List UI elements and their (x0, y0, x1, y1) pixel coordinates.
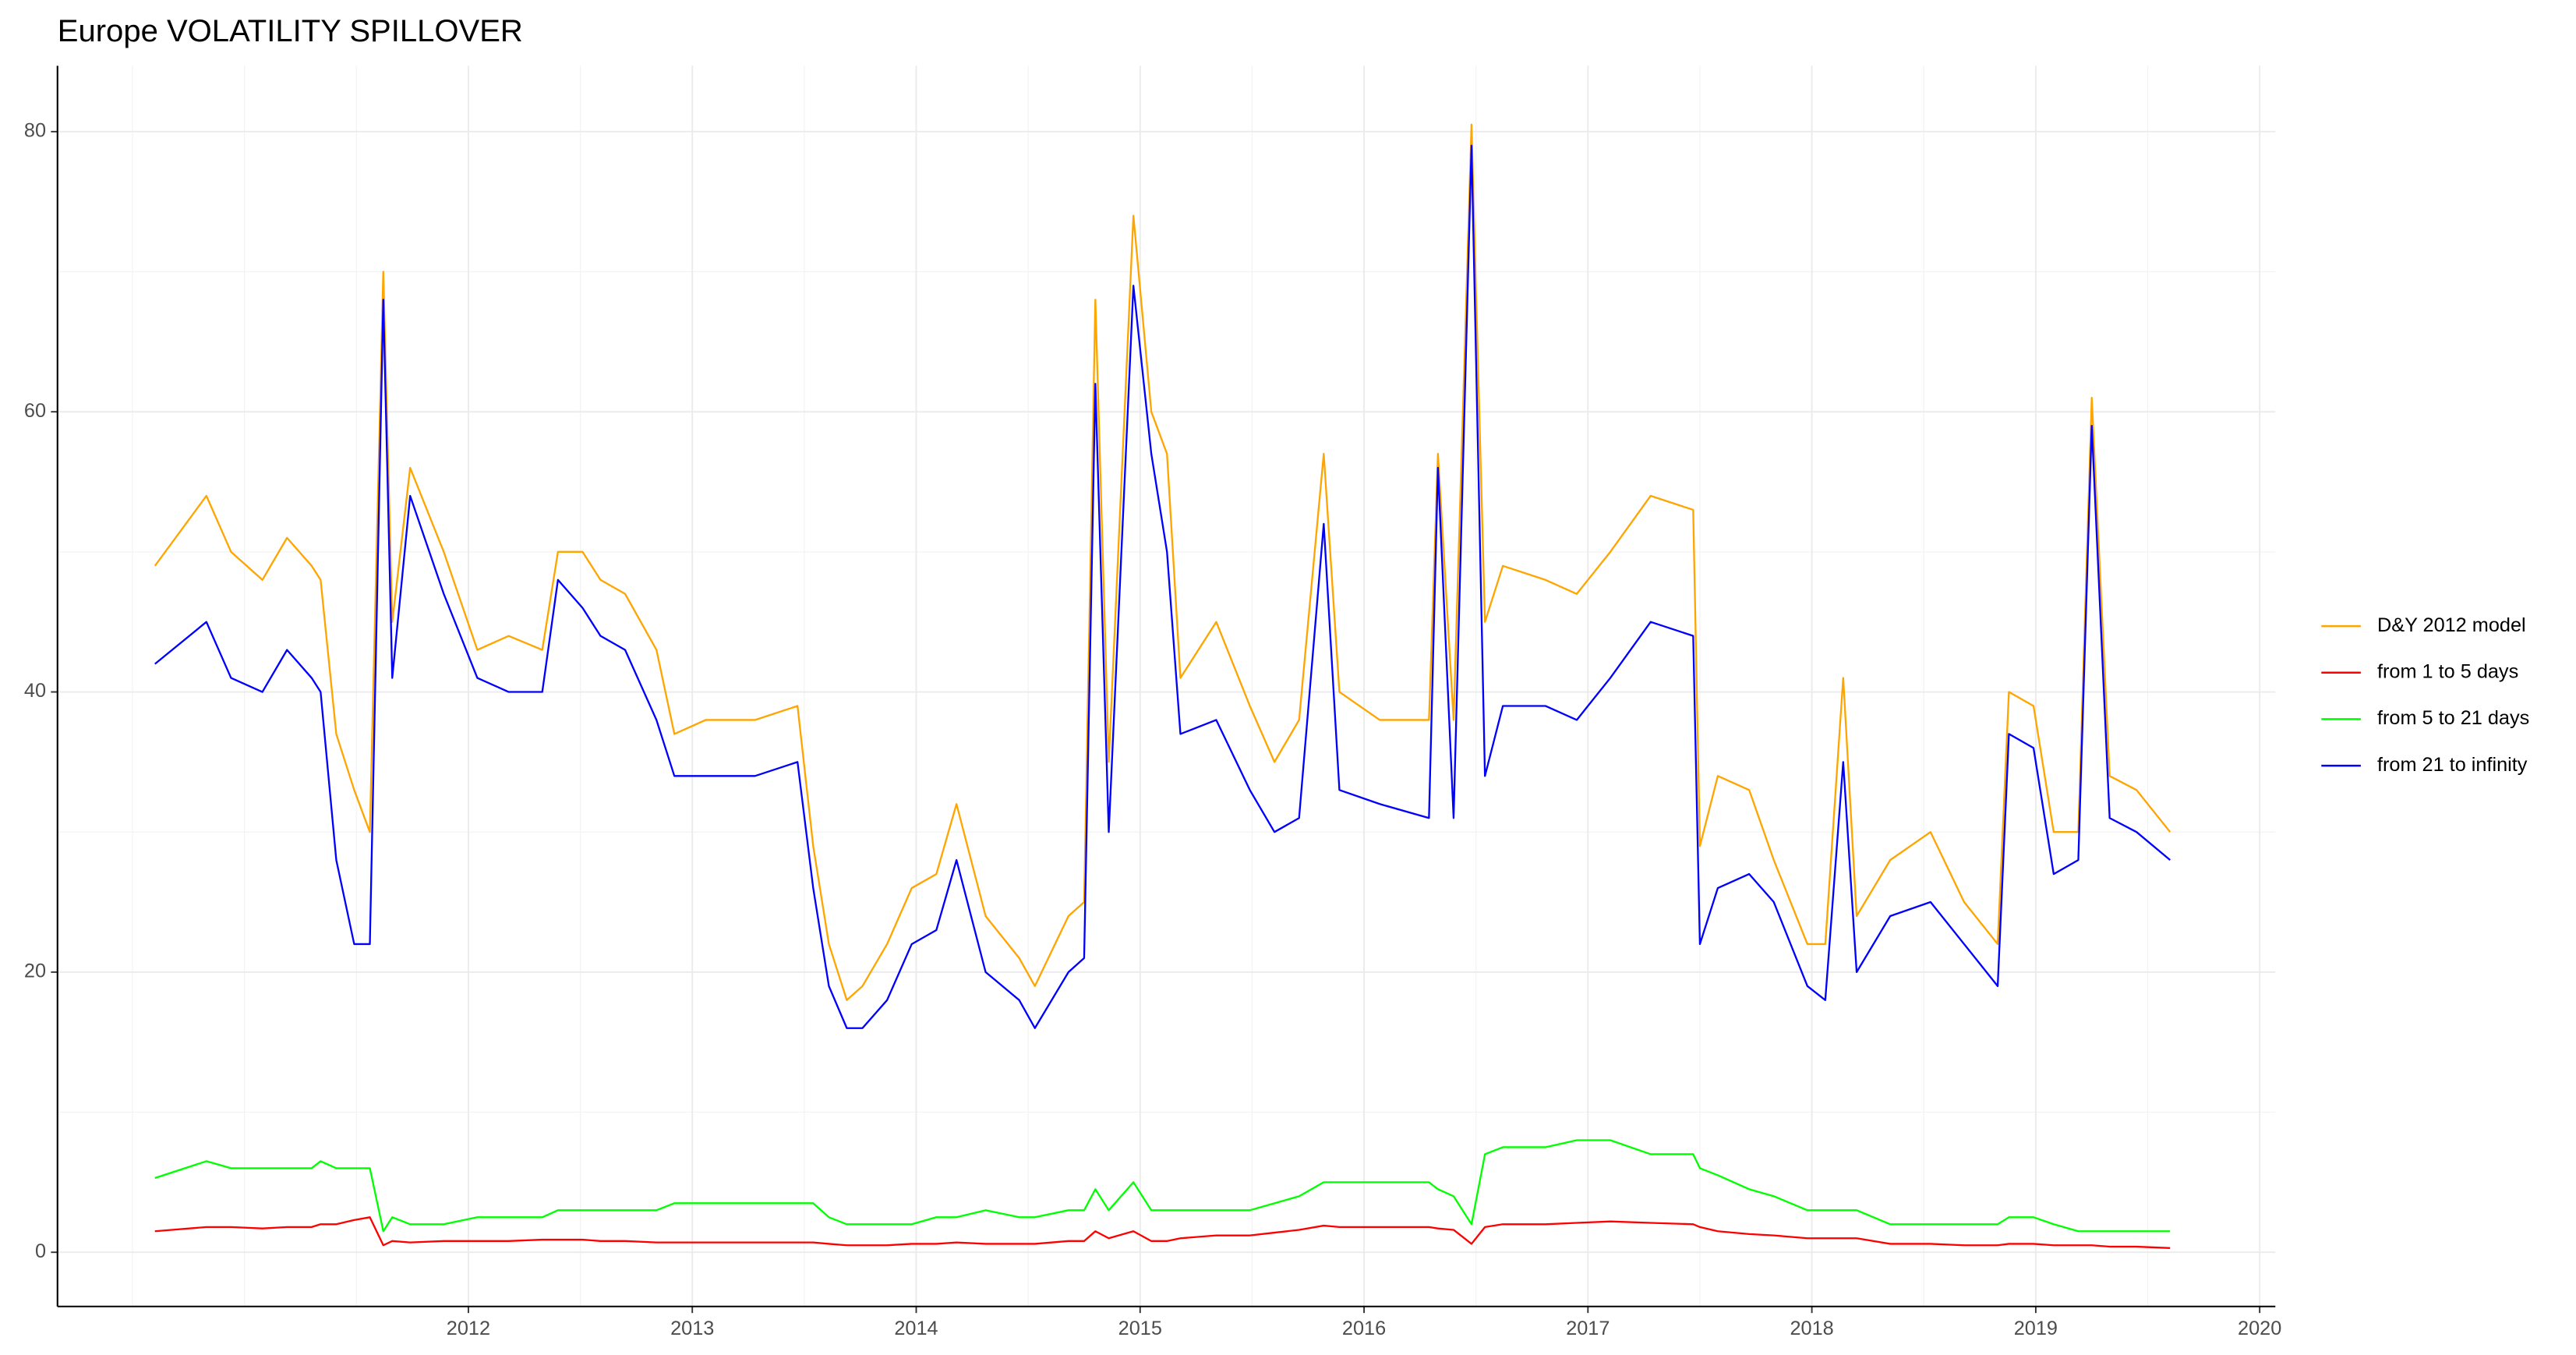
x-tick-label: 2018 (1790, 1318, 1833, 1339)
x-tick-label: 2013 (670, 1318, 714, 1339)
legend-label: from 21 to infinity (2377, 754, 2528, 776)
legend-label: from 5 to 21 days (2377, 707, 2529, 729)
y-tick-label: 60 (24, 400, 46, 422)
series-line (154, 1216, 2171, 1249)
series-line (154, 1139, 2171, 1233)
x-tick-label: 2020 (2238, 1318, 2281, 1339)
legend-label: D&Y 2012 model (2377, 614, 2526, 636)
x-tick-label: 2019 (2014, 1318, 2058, 1339)
legend-label: from 1 to 5 days (2377, 660, 2518, 682)
y-tick-label: 0 (35, 1240, 46, 1262)
series-line (154, 123, 2171, 1001)
x-tick-label: 2012 (447, 1318, 490, 1339)
x-tick-label: 2015 (1118, 1318, 1162, 1339)
x-tick-label: 2016 (1342, 1318, 1386, 1339)
x-tick-label: 2017 (1566, 1318, 1610, 1339)
y-tick-label: 80 (24, 120, 46, 142)
y-tick-label: 20 (24, 961, 46, 982)
y-tick-label: 40 (24, 680, 46, 702)
x-tick-label: 2014 (894, 1318, 938, 1339)
chart-title: Europe VOLATILITY SPILLOVER (58, 14, 523, 48)
series-line (154, 144, 2171, 1029)
